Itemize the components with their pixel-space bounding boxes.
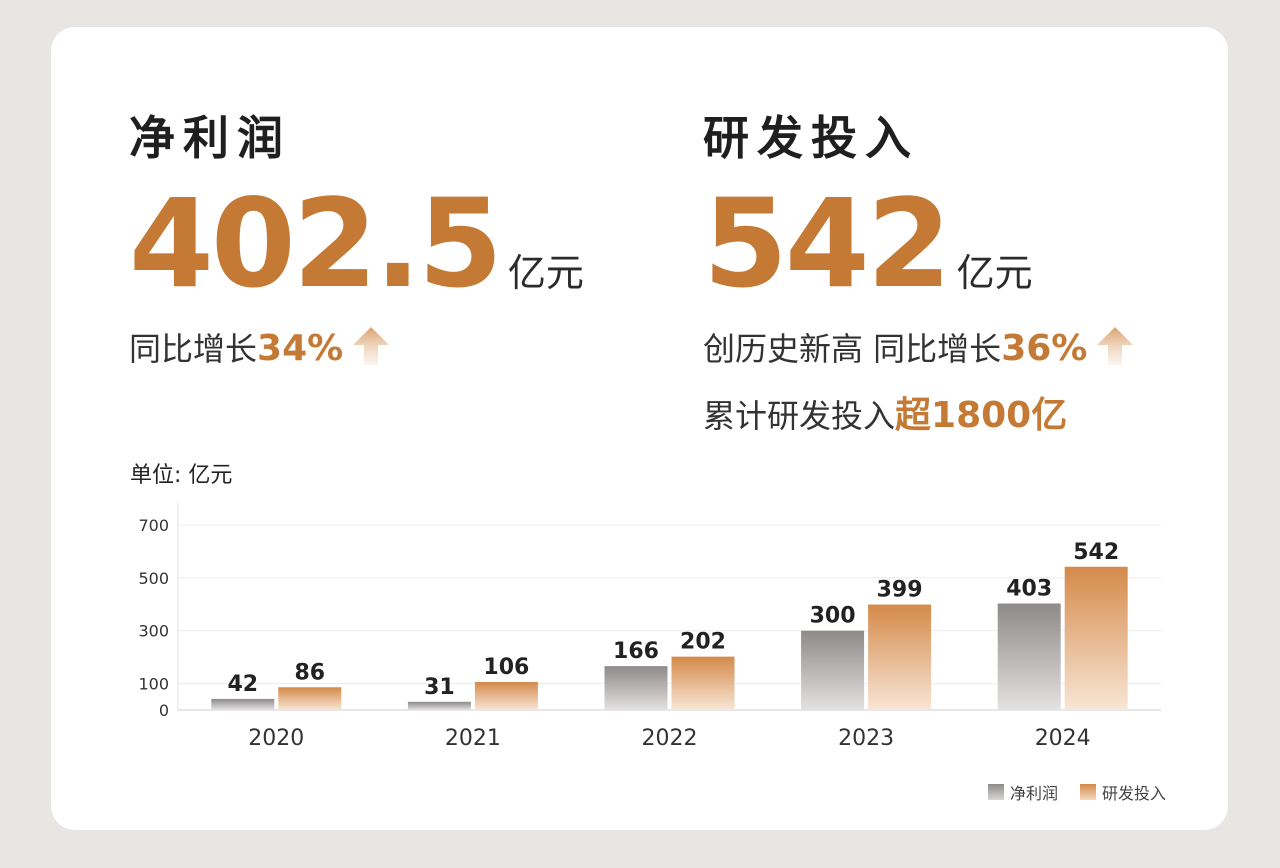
legend-item-net-profit: 净利润: [987, 780, 1058, 804]
data-label: 166: [613, 639, 659, 664]
unit-note: 单位: 亿元: [130, 463, 233, 488]
x-tick-label: 2022: [642, 726, 698, 751]
rd-growth-value: 36%: [1001, 327, 1088, 369]
net-profit-growth-label: 同比增长: [129, 329, 258, 368]
y-tick-label: 300: [138, 622, 169, 641]
chart-legend: 净利润 研发投入: [966, 780, 1166, 804]
legend-swatch-rd: [1079, 784, 1096, 800]
rd-cumulative-value: 超1800亿: [895, 395, 1068, 436]
rd-value: 542: [703, 173, 952, 315]
bar-net-profit-2022: [604, 666, 668, 710]
net-profit-title: 净利润: [129, 111, 291, 165]
y-tick-label: 0: [159, 701, 169, 720]
bar-net-profit-2024: [997, 603, 1061, 710]
legend-swatch-net-profit: [987, 784, 1004, 800]
x-tick-label: 2020: [248, 726, 304, 751]
net-profit-growth: 同比增长 34%: [129, 325, 584, 372]
net-profit-value-row: 402.5 亿元: [129, 183, 584, 305]
bar-rd-2021: [474, 681, 538, 710]
bar-chart: 0 100 300 500 700 42 86 2020 31 106 2021 166 202 2022…: [138, 503, 1161, 751]
net-profit-stat: 净利润 402.5 亿元 同比增长 34%: [129, 115, 584, 372]
net-profit-value: 402.5: [129, 173, 503, 315]
bar-rd-2022: [671, 656, 735, 710]
rd-cumulative-label: 累计研发投入: [703, 397, 896, 435]
y-tick-label: 500: [138, 569, 169, 588]
legend-label-net-profit: 净利润: [1009, 784, 1058, 803]
up-arrow-icon: [1095, 325, 1135, 372]
net-profit-growth-value: 34%: [257, 327, 344, 369]
net-profit-unit: 亿元: [507, 251, 584, 295]
data-label: 42: [227, 672, 258, 697]
x-tick-label: 2024: [1035, 726, 1091, 751]
bar-net-profit-2020: [211, 698, 275, 710]
data-label: 31: [424, 675, 455, 700]
rd-title: 研发投入: [703, 111, 919, 165]
data-label: 403: [1006, 576, 1052, 601]
rd-unit: 亿元: [956, 251, 1033, 295]
legend-label-rd: 研发投入: [1101, 784, 1166, 803]
data-label: 542: [1073, 540, 1119, 565]
bar-net-profit-2021: [407, 701, 471, 710]
data-label: 202: [680, 630, 726, 655]
data-label: 86: [294, 660, 325, 685]
rd-stat: 研发投入 542 亿元 创历史新高 同比增长 36%: [703, 115, 1135, 434]
x-tick-label: 2021: [445, 726, 501, 751]
bar-rd-2023: [868, 604, 932, 710]
rd-growth-label: 创历史新高 同比增长: [703, 329, 1002, 368]
y-tick-label: 100: [138, 675, 169, 694]
data-label: 399: [877, 578, 923, 603]
rd-growth: 创历史新高 同比增长 36%: [703, 325, 1135, 372]
bar-rd-2024: [1064, 566, 1128, 710]
up-arrow-icon: [351, 325, 391, 372]
bar-rd-2020: [278, 687, 342, 710]
legend-item-rd: 研发投入: [1079, 780, 1166, 804]
data-label: 106: [483, 655, 529, 680]
x-tick-label: 2023: [838, 726, 894, 751]
rd-cumulative: 累计研发投入 超1800亿: [703, 398, 1135, 434]
y-tick-label: 700: [138, 516, 169, 535]
data-label: 300: [810, 604, 856, 629]
bar-net-profit-2023: [801, 630, 865, 710]
summary-card: 净利润 402.5 亿元 同比增长 34%: [51, 27, 1228, 830]
rd-value-row: 542 亿元: [703, 183, 1135, 305]
